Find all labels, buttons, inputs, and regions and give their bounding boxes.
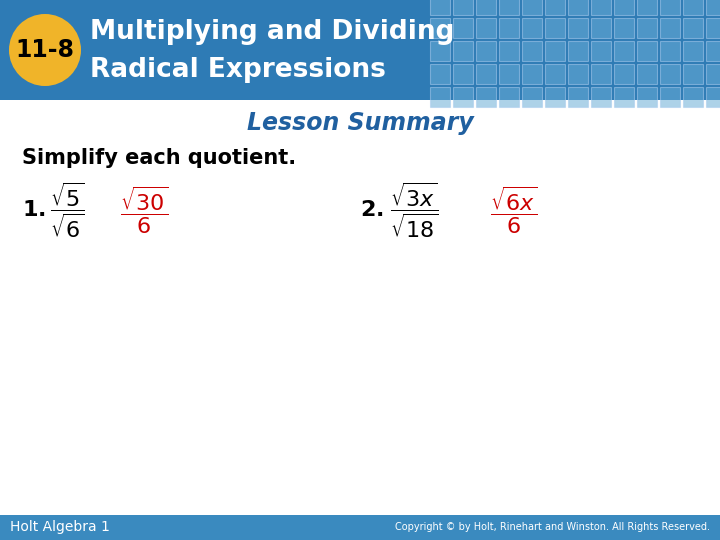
Bar [453, 0, 473, 15]
Bar [591, 64, 611, 84]
Bar [706, 41, 720, 61]
Bar [522, 18, 542, 38]
Ellipse shape [9, 14, 81, 86]
Bar [499, 18, 519, 38]
Bar [637, 87, 657, 107]
Bar [660, 0, 680, 15]
Text: $\dfrac{\sqrt{6x}}{6}$: $\dfrac{\sqrt{6x}}{6}$ [490, 184, 538, 235]
Text: Holt Algebra 1: Holt Algebra 1 [10, 521, 110, 535]
Bar [453, 64, 473, 84]
Bar [706, 0, 720, 15]
Bar [637, 64, 657, 84]
Bar [568, 41, 588, 61]
Bar [430, 87, 450, 107]
Bar [476, 0, 496, 15]
Bar [591, 0, 611, 15]
Bar [430, 0, 450, 15]
Bar [660, 41, 680, 61]
Bar [499, 87, 519, 107]
Bar [545, 41, 565, 61]
Bar [614, 0, 634, 15]
Bar [683, 41, 703, 61]
Bar [476, 64, 496, 84]
Bar [614, 18, 634, 38]
Text: 11-8: 11-8 [16, 38, 74, 62]
Bar [568, 0, 588, 15]
Bar [453, 41, 473, 61]
Bar [568, 87, 588, 107]
Bar [522, 0, 542, 15]
Bar [683, 0, 703, 15]
Bar [614, 64, 634, 84]
Bar [568, 18, 588, 38]
Bar [591, 41, 611, 61]
Bar [476, 41, 496, 61]
Bar [0, 0, 720, 100]
Text: Radical Expressions: Radical Expressions [90, 57, 386, 83]
Bar [545, 0, 565, 15]
Bar [522, 87, 542, 107]
Bar [545, 18, 565, 38]
Text: Simplify each quotient.: Simplify each quotient. [22, 148, 296, 168]
Bar [706, 64, 720, 84]
Bar [637, 41, 657, 61]
Bar [430, 41, 450, 61]
Text: $\dfrac{\sqrt{5}}{\sqrt{6}}$: $\dfrac{\sqrt{5}}{\sqrt{6}}$ [50, 180, 84, 240]
Bar [545, 64, 565, 84]
Bar [568, 64, 588, 84]
Bar [637, 0, 657, 15]
Bar [660, 64, 680, 84]
Bar [637, 18, 657, 38]
Bar [522, 64, 542, 84]
Bar [0, 515, 720, 540]
Bar [430, 18, 450, 38]
Bar [499, 0, 519, 15]
Bar [499, 41, 519, 61]
Bar [706, 87, 720, 107]
Bar [683, 87, 703, 107]
Text: Copyright © by Holt, Rinehart and Winston. All Rights Reserved.: Copyright © by Holt, Rinehart and Winsto… [395, 523, 710, 532]
Text: $\mathbf{1.}$: $\mathbf{1.}$ [22, 200, 45, 220]
Bar [545, 87, 565, 107]
Text: Multiplying and Dividing: Multiplying and Dividing [90, 19, 454, 45]
Bar [683, 64, 703, 84]
Bar [660, 87, 680, 107]
Text: $\mathbf{2.}$: $\mathbf{2.}$ [360, 200, 384, 220]
Text: $\dfrac{\sqrt{3x}}{\sqrt{18}}$: $\dfrac{\sqrt{3x}}{\sqrt{18}}$ [390, 180, 438, 240]
Bar [660, 18, 680, 38]
Bar [453, 18, 473, 38]
Bar [614, 87, 634, 107]
Bar [453, 87, 473, 107]
Bar [499, 64, 519, 84]
Text: $\dfrac{\sqrt{30}}{6}$: $\dfrac{\sqrt{30}}{6}$ [120, 184, 168, 235]
Bar [706, 18, 720, 38]
Text: Lesson Summary: Lesson Summary [247, 111, 473, 135]
Bar [591, 87, 611, 107]
Bar [476, 18, 496, 38]
Bar [683, 18, 703, 38]
Bar [591, 18, 611, 38]
Bar [614, 41, 634, 61]
Bar [522, 41, 542, 61]
Bar [430, 64, 450, 84]
Bar [476, 87, 496, 107]
